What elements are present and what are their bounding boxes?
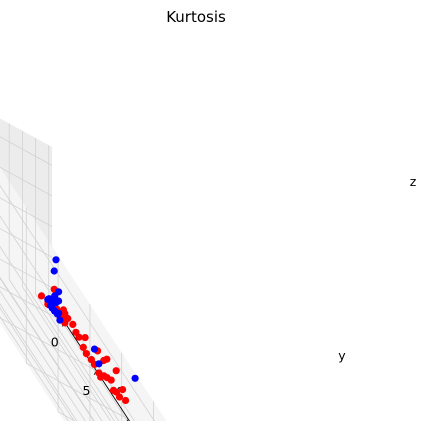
grid-line-y <box>35 293 120 421</box>
data-point-blue <box>55 297 63 305</box>
data-point-red <box>107 376 115 384</box>
grid-line-z <box>0 136 53 166</box>
grid-line-z <box>0 184 155 421</box>
axis-panes <box>0 118 167 421</box>
grid-line-z <box>0 245 115 421</box>
y-axis-label: y <box>338 348 346 363</box>
data-point-red <box>112 367 120 375</box>
data-point-blue <box>55 288 63 296</box>
data-point-red <box>69 320 77 328</box>
data-point-red <box>82 350 90 358</box>
data-point-blue <box>95 360 103 368</box>
grid-line-z <box>0 215 135 421</box>
data-point-red <box>119 386 127 394</box>
grid-line-z <box>0 166 53 197</box>
grid-line-y <box>0 277 95 421</box>
x-tick-label: 0 <box>51 334 59 349</box>
data-point-blue <box>56 316 64 324</box>
data-point-red <box>37 292 46 300</box>
tick-labels: 05101520253035-2024681012010203040 <box>51 334 91 398</box>
z-axis-label: z <box>410 174 417 189</box>
grid-line-z <box>0 276 95 421</box>
grid-line-y <box>8 279 103 421</box>
grid-line-z <box>0 258 53 289</box>
data-point-red <box>81 334 89 342</box>
x-tick-label: 5 <box>83 383 91 398</box>
data-point-blue <box>50 267 58 275</box>
data-point-blue <box>51 307 59 315</box>
back-pane <box>0 167 167 421</box>
chart-title: Kurtosis <box>166 8 226 26</box>
data-point-red <box>115 393 124 401</box>
grid-line-y <box>0 290 86 421</box>
data-point-red <box>64 314 72 323</box>
data-points <box>37 256 139 405</box>
grid-line-y <box>22 286 111 421</box>
data-point-red <box>79 343 87 351</box>
data-point-blue <box>44 295 52 304</box>
x-tick-mark <box>126 419 129 421</box>
data-point-red <box>97 373 105 381</box>
grid-line-z <box>0 197 53 227</box>
grid-line-y <box>0 303 78 421</box>
data-point-blue <box>90 345 99 353</box>
grid-line-z <box>0 228 53 258</box>
data-point-blue <box>131 374 139 382</box>
grid-line-y <box>48 300 128 421</box>
data-point-red <box>103 355 111 363</box>
data-point-red <box>75 333 83 341</box>
data-point-blue <box>52 256 60 264</box>
data-point-red <box>122 396 130 405</box>
